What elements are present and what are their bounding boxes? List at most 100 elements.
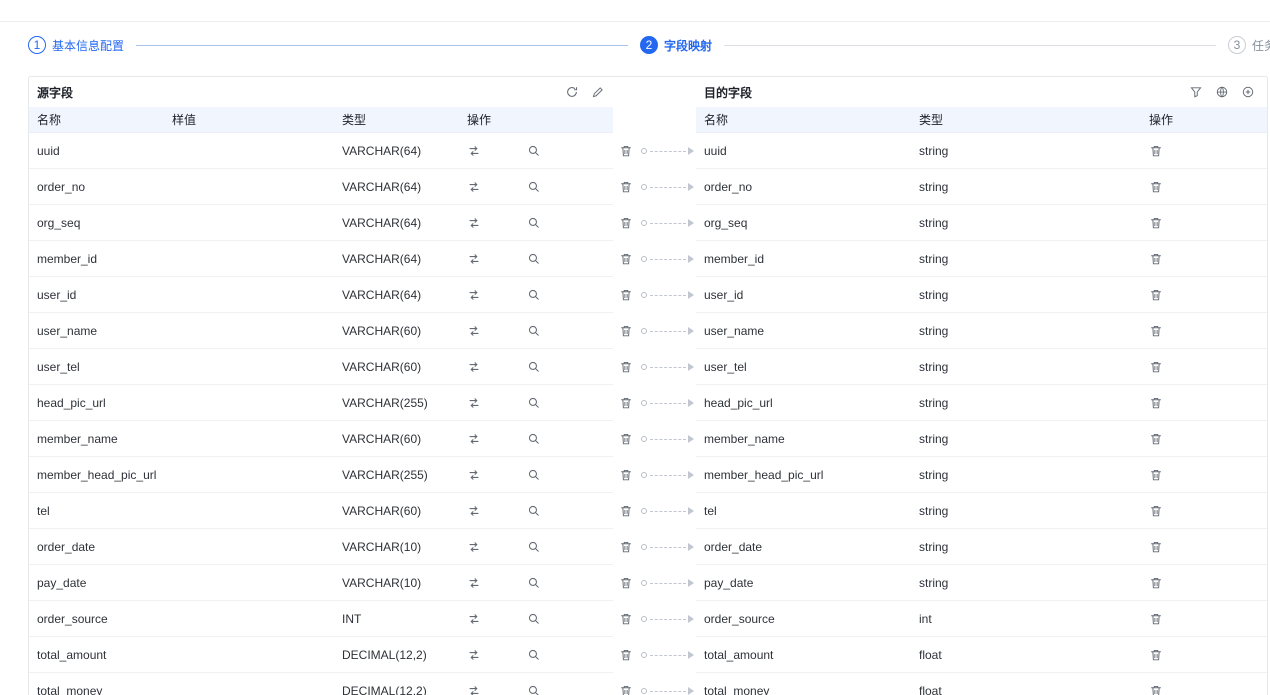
search-icon[interactable]: [527, 540, 541, 554]
connector-dot: [641, 256, 647, 262]
delete-mapping-icon[interactable]: [619, 360, 633, 374]
search-icon[interactable]: [527, 684, 541, 695]
connector-arrow: [688, 543, 694, 551]
target-field-name: head_pic_url: [704, 395, 773, 410]
target-field-type: float: [919, 647, 942, 662]
filter-icon[interactable]: [1189, 85, 1203, 99]
delete-target-field-icon[interactable]: [1149, 396, 1163, 410]
delete-mapping-icon[interactable]: [619, 612, 633, 626]
source-col-ops-header: 操作: [467, 113, 492, 127]
delete-target-field-icon[interactable]: [1149, 252, 1163, 266]
delete-mapping-icon[interactable]: [619, 144, 633, 158]
search-icon[interactable]: [527, 288, 541, 302]
transform-icon[interactable]: [467, 396, 481, 410]
transform-icon[interactable]: [467, 324, 481, 338]
delete-target-field-icon[interactable]: [1149, 468, 1163, 482]
search-icon[interactable]: [527, 144, 541, 158]
search-icon[interactable]: [527, 648, 541, 662]
transform-icon[interactable]: [467, 180, 481, 194]
transform-icon[interactable]: [467, 288, 481, 302]
delete-target-field-icon[interactable]: [1149, 612, 1163, 626]
delete-mapping-icon[interactable]: [619, 288, 633, 302]
transform-icon[interactable]: [467, 612, 481, 626]
step-basic-info[interactable]: 1 基本信息配置: [28, 36, 124, 54]
delete-target-field-icon[interactable]: [1149, 360, 1163, 374]
delete-mapping-icon[interactable]: [619, 252, 633, 266]
transform-icon[interactable]: [467, 216, 481, 230]
delete-target-field-icon[interactable]: [1149, 576, 1163, 590]
target-field-type: string: [919, 539, 949, 554]
delete-mapping-icon[interactable]: [619, 648, 633, 662]
source-field-name: tel: [37, 503, 50, 518]
transform-icon[interactable]: [467, 432, 481, 446]
delete-target-field-icon[interactable]: [1149, 324, 1163, 338]
target-field-name: member_head_pic_url: [704, 467, 824, 482]
connector-dot: [641, 544, 647, 550]
search-icon[interactable]: [527, 360, 541, 374]
connector-line: [650, 294, 686, 296]
panel-title-row: 源字段 目的字段: [29, 77, 1267, 107]
source-field-name: user_tel: [37, 359, 80, 374]
transform-icon[interactable]: [467, 540, 481, 554]
source-field-name: member_name: [37, 431, 118, 446]
refresh-icon[interactable]: [565, 85, 579, 99]
delete-mapping-icon[interactable]: [619, 468, 633, 482]
delete-target-field-icon[interactable]: [1149, 432, 1163, 446]
transform-icon[interactable]: [467, 468, 481, 482]
delete-target-field-icon[interactable]: [1149, 648, 1163, 662]
target-col-name-header: 名称: [704, 113, 729, 127]
search-icon[interactable]: [527, 504, 541, 518]
search-icon[interactable]: [527, 396, 541, 410]
delete-mapping-icon[interactable]: [619, 540, 633, 554]
delete-mapping-icon[interactable]: [619, 684, 633, 695]
search-icon[interactable]: [527, 612, 541, 626]
step-task-config[interactable]: 3 任务配置: [1228, 36, 1270, 54]
source-field-type: VARCHAR(60): [342, 503, 422, 518]
search-icon[interactable]: [527, 468, 541, 482]
delete-mapping-icon[interactable]: [619, 432, 633, 446]
delete-mapping-icon[interactable]: [619, 180, 633, 194]
search-icon[interactable]: [527, 324, 541, 338]
globe-icon[interactable]: [1215, 85, 1229, 99]
add-icon[interactable]: [1241, 85, 1255, 99]
delete-target-field-icon[interactable]: [1149, 504, 1163, 518]
source-field-name: org_seq: [37, 215, 81, 230]
transform-icon[interactable]: [467, 360, 481, 374]
connector-arrow: [688, 399, 694, 407]
connector-line: [650, 510, 686, 512]
source-field-type: VARCHAR(64): [342, 287, 422, 302]
edit-icon[interactable]: [591, 85, 605, 99]
delete-target-field-icon[interactable]: [1149, 288, 1163, 302]
search-icon[interactable]: [527, 252, 541, 266]
source-field-name: order_source: [37, 611, 108, 626]
connector-arrow: [688, 687, 694, 695]
connector-dot: [641, 688, 647, 694]
connector-dot: [641, 436, 647, 442]
transform-icon[interactable]: [467, 576, 481, 590]
delete-mapping-icon[interactable]: [619, 396, 633, 410]
delete-target-field-icon[interactable]: [1149, 144, 1163, 158]
delete-target-field-icon[interactable]: [1149, 216, 1163, 230]
delete-target-field-icon[interactable]: [1149, 180, 1163, 194]
connector-line: [650, 438, 686, 440]
transform-icon[interactable]: [467, 252, 481, 266]
search-icon[interactable]: [527, 216, 541, 230]
search-icon[interactable]: [527, 180, 541, 194]
search-icon[interactable]: [527, 432, 541, 446]
transform-icon[interactable]: [467, 684, 481, 695]
step-field-mapping[interactable]: 2 字段映射: [640, 36, 712, 54]
connector-line: [650, 258, 686, 260]
transform-icon[interactable]: [467, 504, 481, 518]
search-icon[interactable]: [527, 576, 541, 590]
target-field-name: tel: [704, 503, 717, 518]
delete-target-field-icon[interactable]: [1149, 684, 1163, 695]
delete-mapping-icon[interactable]: [619, 504, 633, 518]
source-field-type: VARCHAR(10): [342, 539, 422, 554]
delete-target-field-icon[interactable]: [1149, 540, 1163, 554]
mapping-row: order_no VARCHAR(64) order_no string: [29, 169, 1267, 205]
delete-mapping-icon[interactable]: [619, 576, 633, 590]
delete-mapping-icon[interactable]: [619, 216, 633, 230]
transform-icon[interactable]: [467, 648, 481, 662]
transform-icon[interactable]: [467, 144, 481, 158]
delete-mapping-icon[interactable]: [619, 324, 633, 338]
